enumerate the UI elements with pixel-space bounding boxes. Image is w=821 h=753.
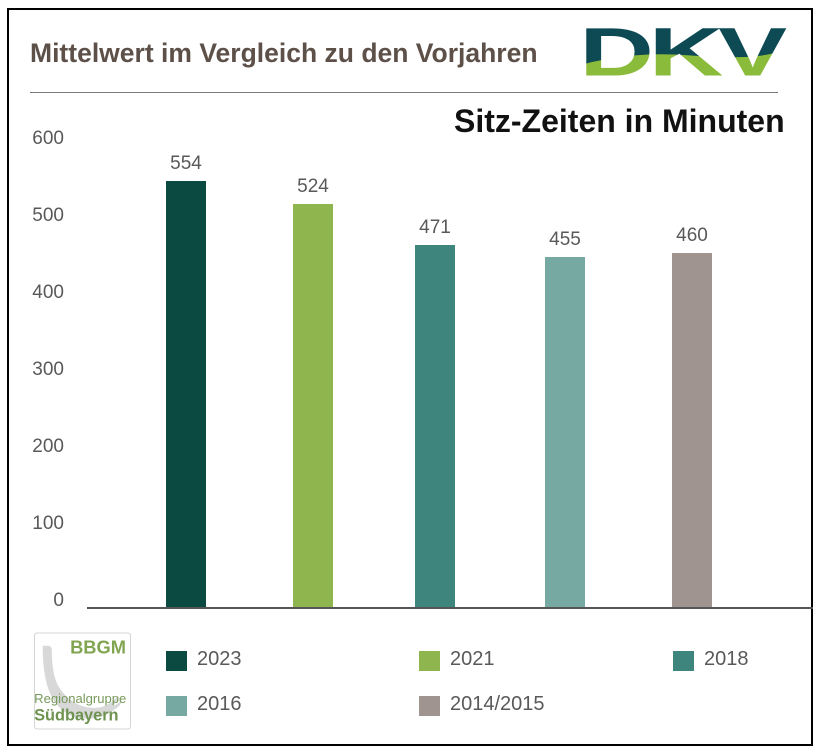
svg-text:Südbayern: Südbayern [34, 707, 118, 725]
svg-text:Regionalgruppe: Regionalgruppe [34, 691, 126, 706]
svg-text:BBGM: BBGM [70, 637, 126, 658]
